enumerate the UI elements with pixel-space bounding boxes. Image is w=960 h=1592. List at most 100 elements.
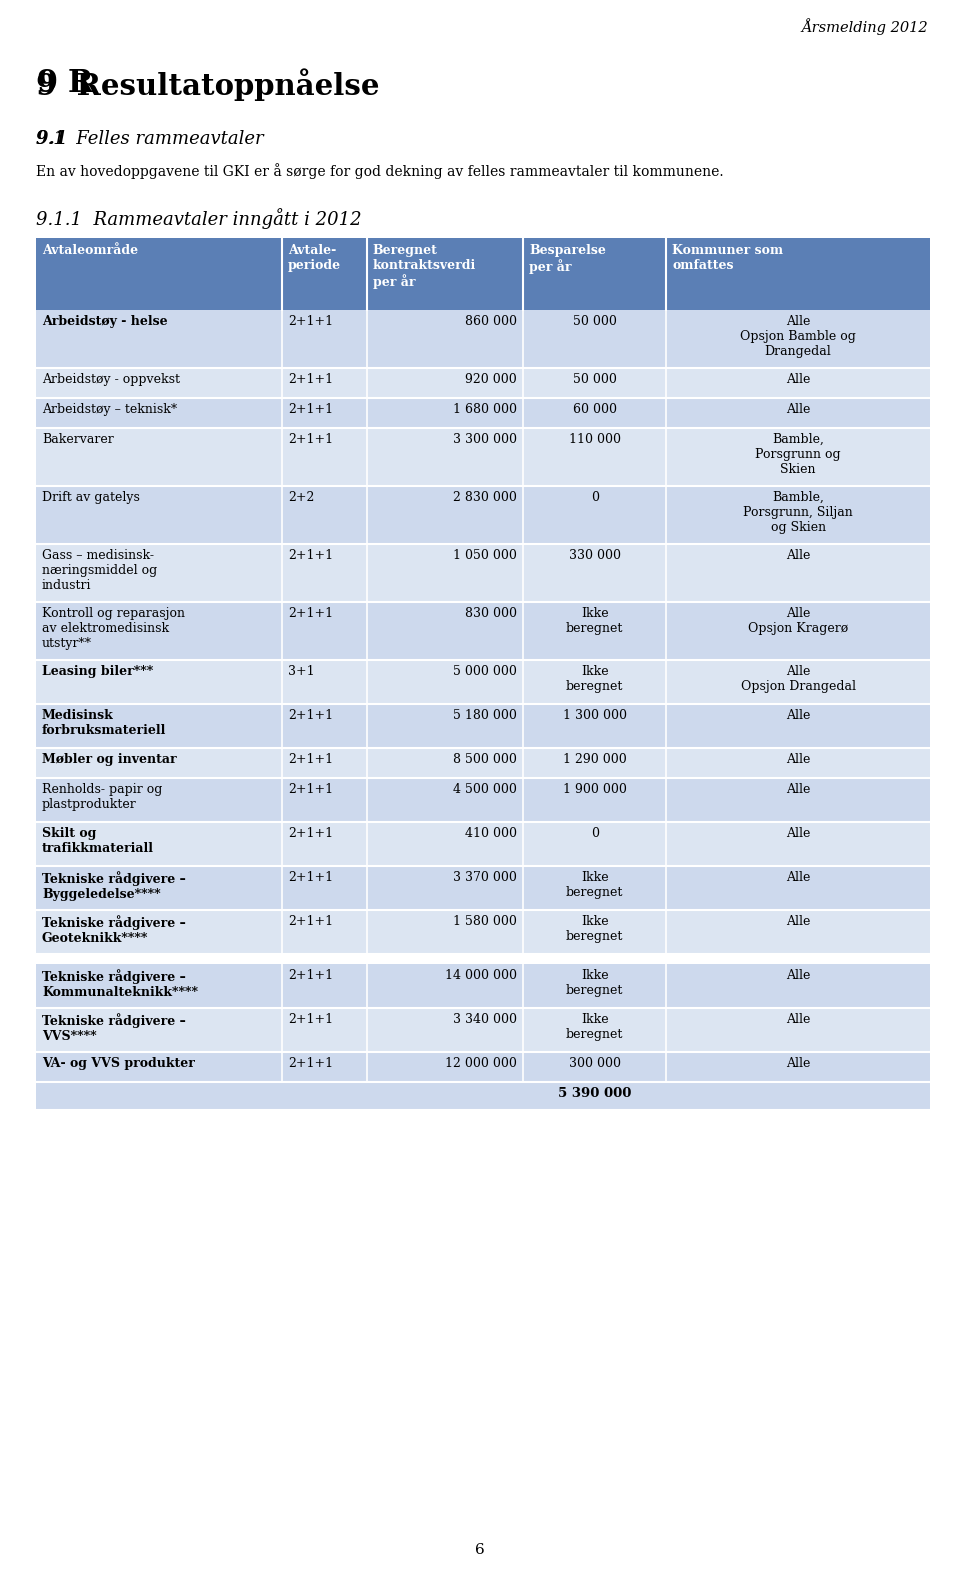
Text: Alle: Alle	[786, 1057, 810, 1070]
Text: Alle
Opsjon Bamble og
Drangedal: Alle Opsjon Bamble og Drangedal	[740, 315, 856, 358]
Text: Leasing biler***: Leasing biler***	[42, 665, 154, 678]
Text: 9.1  Felles rammeavtaler: 9.1 Felles rammeavtaler	[36, 131, 264, 148]
Text: Ikke
beregnet: Ikke beregnet	[566, 915, 623, 942]
Text: 2+1+1: 2+1+1	[288, 915, 333, 928]
Text: 3 370 000: 3 370 000	[453, 871, 517, 884]
Text: 3 340 000: 3 340 000	[453, 1013, 517, 1025]
Text: Møbler og inventar: Møbler og inventar	[42, 753, 177, 766]
Text: 110 000: 110 000	[568, 433, 621, 446]
Text: 2+1+1: 2+1+1	[288, 315, 333, 328]
Text: Drift av gatelys: Drift av gatelys	[42, 490, 140, 505]
Text: 9.1: 9.1	[36, 131, 80, 148]
Text: Avtale-
periode: Avtale- periode	[288, 244, 341, 272]
Bar	[36, 544, 930, 602]
Text: 2+1+1: 2+1+1	[288, 1057, 333, 1070]
Text: 2 830 000: 2 830 000	[453, 490, 517, 505]
Text: 1 900 000: 1 900 000	[563, 783, 627, 796]
Text: Tekniske rådgivere –
Byggeledelse****: Tekniske rådgivere – Byggeledelse****	[42, 871, 185, 901]
Text: 2+1+1: 2+1+1	[288, 783, 333, 796]
Text: 0: 0	[590, 490, 599, 505]
Text: Tekniske rådgivere –
VVS****: Tekniske rådgivere – VVS****	[42, 1013, 185, 1043]
Text: 2+1+1: 2+1+1	[288, 373, 333, 385]
Text: Ikke
beregnet: Ikke beregnet	[566, 607, 623, 635]
Text: Tekniske rådgivere –
Geoteknikk****: Tekniske rådgivere – Geoteknikk****	[42, 915, 185, 946]
Bar	[36, 486, 930, 544]
Bar	[36, 1052, 930, 1083]
Bar	[36, 866, 930, 911]
Text: 2+1+1: 2+1+1	[288, 607, 333, 619]
Text: Alle: Alle	[786, 826, 810, 841]
Text: 2+2: 2+2	[288, 490, 314, 505]
Text: Kontroll og reparasjon
av elektromedisinsk
utstyr**: Kontroll og reparasjon av elektromedisin…	[42, 607, 185, 650]
Text: R: R	[68, 68, 93, 99]
Text: 0: 0	[590, 826, 599, 841]
Text: 1 290 000: 1 290 000	[563, 753, 627, 766]
Text: 300 000: 300 000	[568, 1057, 621, 1070]
Text: Renholds- papir og
plastprodukter: Renholds- papir og plastprodukter	[42, 783, 162, 810]
Text: 4 500 000: 4 500 000	[453, 783, 517, 796]
Bar	[36, 237, 930, 310]
Text: Arbeidstøy - helse: Arbeidstøy - helse	[42, 315, 168, 328]
Text: Alle: Alle	[786, 549, 810, 562]
Bar	[36, 704, 930, 748]
Bar	[36, 428, 930, 486]
Bar	[36, 310, 930, 368]
Text: 1 050 000: 1 050 000	[453, 549, 517, 562]
Text: 410 000: 410 000	[466, 826, 517, 841]
Bar	[36, 368, 930, 398]
Text: En av hovedoppgavene til GKI er å sørge for god dekning av felles rammeavtaler t: En av hovedoppgavene til GKI er å sørge …	[36, 162, 724, 178]
Text: Gass – medisinsk-
næringsmiddel og
industri: Gass – medisinsk- næringsmiddel og indus…	[42, 549, 157, 592]
Text: Ikke
beregnet: Ikke beregnet	[566, 970, 623, 997]
Text: Alle: Alle	[786, 970, 810, 982]
Text: 12 000 000: 12 000 000	[445, 1057, 517, 1070]
Text: Alle: Alle	[786, 708, 810, 723]
Text: 860 000: 860 000	[466, 315, 517, 328]
Text: 5 390 000: 5 390 000	[558, 1087, 632, 1100]
Text: Arbeidstøy – teknisk*: Arbeidstøy – teknisk*	[42, 403, 178, 416]
Text: 2+1+1: 2+1+1	[288, 433, 333, 446]
Text: Ikke
beregnet: Ikke beregnet	[566, 1013, 623, 1041]
Text: 9: 9	[36, 68, 58, 99]
Text: Alle: Alle	[786, 373, 810, 385]
Bar	[36, 778, 930, 821]
Text: Alle: Alle	[786, 753, 810, 766]
Text: Bamble,
Porsgrunn og
Skien: Bamble, Porsgrunn og Skien	[756, 433, 841, 476]
Text: VA- og VVS produkter: VA- og VVS produkter	[42, 1057, 195, 1070]
Bar	[36, 821, 930, 866]
Text: Bamble,
Porsgrunn, Siljan
og Skien: Bamble, Porsgrunn, Siljan og Skien	[743, 490, 853, 533]
Text: Alle: Alle	[786, 871, 810, 884]
Text: Bakervarer: Bakervarer	[42, 433, 113, 446]
Text: Ikke
beregnet: Ikke beregnet	[566, 871, 623, 899]
Text: Alle: Alle	[786, 403, 810, 416]
Text: 3+1: 3+1	[288, 665, 315, 678]
Bar	[36, 661, 930, 704]
Text: 2+1+1: 2+1+1	[288, 708, 333, 723]
Text: 9  Resultatoppnåelse: 9 Resultatoppnåelse	[36, 68, 379, 100]
Bar	[36, 954, 930, 965]
Bar	[36, 911, 930, 954]
Text: 9.1.1  Rammeavtaler inngått i 2012: 9.1.1 Rammeavtaler inngått i 2012	[36, 209, 362, 229]
Text: Ikke
beregnet: Ikke beregnet	[566, 665, 623, 693]
Text: 2+1+1: 2+1+1	[288, 871, 333, 884]
Text: Alle: Alle	[786, 1013, 810, 1025]
Text: 330 000: 330 000	[568, 549, 621, 562]
Text: 1 300 000: 1 300 000	[563, 708, 627, 723]
Text: 2+1+1: 2+1+1	[288, 1013, 333, 1025]
Bar	[36, 1008, 930, 1052]
Text: Årsmelding 2012: Årsmelding 2012	[802, 18, 928, 35]
Text: Alle
Opsjon Kragerø: Alle Opsjon Kragerø	[748, 607, 849, 635]
Text: 14 000 000: 14 000 000	[445, 970, 517, 982]
Text: Beregnet
kontraktsverdi
per år: Beregnet kontraktsverdi per år	[372, 244, 476, 290]
Text: Kommuner som
omfattes: Kommuner som omfattes	[672, 244, 783, 272]
Text: Alle: Alle	[786, 783, 810, 796]
Text: 830 000: 830 000	[466, 607, 517, 619]
Bar	[36, 748, 930, 778]
Text: 2+1+1: 2+1+1	[288, 753, 333, 766]
Text: Avtaleområde: Avtaleområde	[42, 244, 138, 256]
Text: Alle
Opsjon Drangedal: Alle Opsjon Drangedal	[740, 665, 855, 693]
Text: 1 580 000: 1 580 000	[453, 915, 517, 928]
Text: 2+1+1: 2+1+1	[288, 549, 333, 562]
Text: 5 000 000: 5 000 000	[453, 665, 517, 678]
Bar	[36, 1083, 930, 1110]
Bar	[36, 602, 930, 661]
